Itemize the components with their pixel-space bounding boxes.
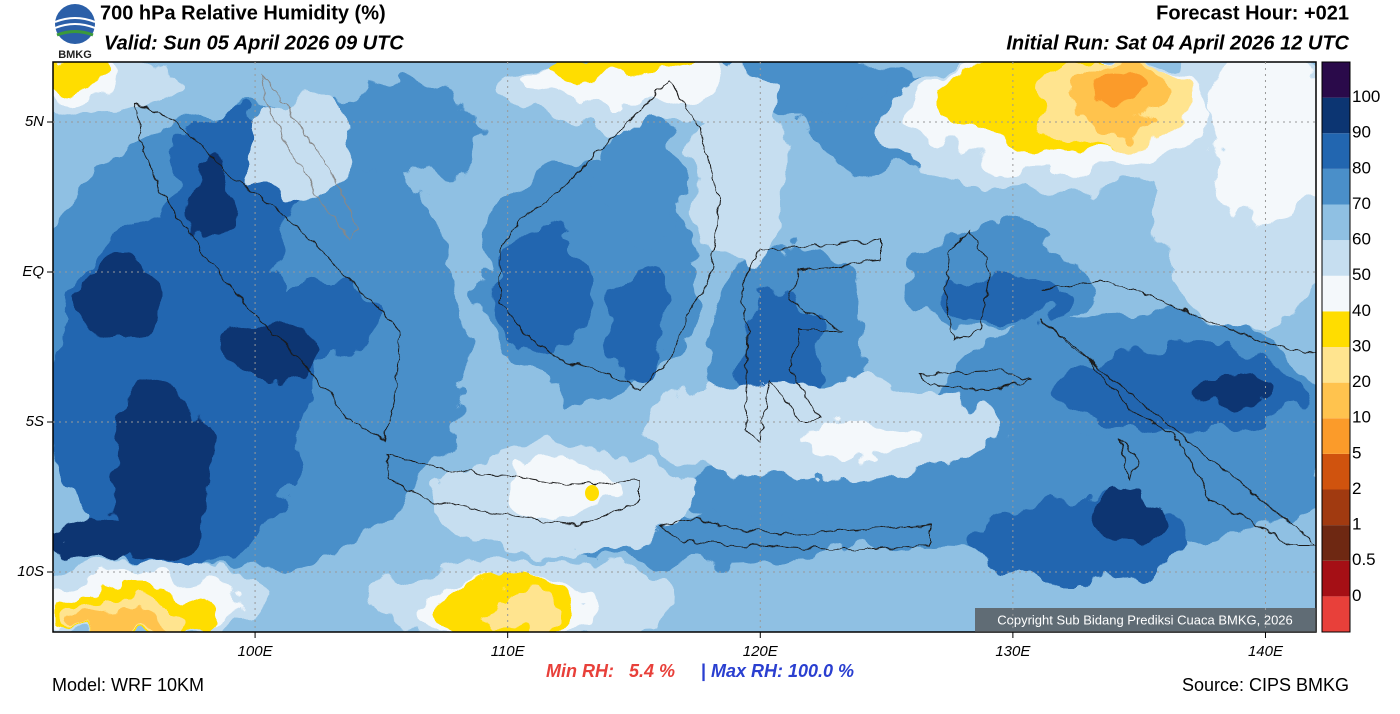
colorbar-frame: [1321, 61, 1351, 633]
initial-run: Initial Run: Sat 04 April 2026 12 UTC: [1006, 32, 1349, 54]
colorbar-segment: [1322, 560, 1350, 597]
copyright: Copyright Sub Bidang Prediksi Cuaca BMKG…: [997, 612, 1293, 627]
colorbar-label: 0.5: [1352, 550, 1376, 569]
colorbar-label: 5: [1352, 443, 1361, 462]
colorbar-label: 30: [1352, 336, 1371, 355]
max-rh: Max RH: 100.0 %: [711, 661, 854, 681]
colorbar-segment: [1322, 596, 1350, 632]
model: Model: WRF 10KM: [52, 675, 204, 695]
colorbar-segment: [1322, 97, 1350, 134]
source: Source: CIPS BMKG: [1182, 675, 1349, 695]
min-rh: Min RH: 5.4 %: [546, 661, 675, 681]
colorbar-label: 0: [1352, 586, 1361, 605]
colorbar-segment: [1322, 489, 1350, 526]
lon-tick-label: 130E: [995, 643, 1031, 660]
lat-tick-label: EQ: [22, 263, 44, 280]
logo: BMKG: [54, 4, 96, 61]
title: 700 hPa Relative Humidity (%): [100, 2, 386, 24]
lon-tick-label: 140E: [1248, 643, 1284, 660]
logo-text: BMKG: [58, 49, 92, 61]
lat-tick-label: 5S: [26, 413, 44, 430]
lon-tick-label: 100E: [238, 643, 274, 660]
colorbar-segment: [1322, 525, 1350, 561]
forecast-hour: Forecast Hour: +021: [1156, 2, 1349, 24]
colorbar-label: 20: [1352, 372, 1371, 391]
colorbar-label: 2: [1352, 479, 1361, 498]
colorbar-label: 70: [1352, 194, 1371, 213]
valid-time: Valid: Sun 05 April 2026 09 UTC: [104, 32, 404, 54]
colorbar-label: 100: [1352, 87, 1380, 106]
colorbar-label: 40: [1352, 301, 1371, 320]
lon-tick-label: 110E: [491, 643, 526, 660]
colorbar-segment: [1322, 311, 1350, 347]
colorbar-segment: [1322, 382, 1350, 419]
colorbar-segment: [1322, 133, 1350, 169]
coastlines: [135, 73, 1316, 551]
lat-tick-label: 5N: [25, 113, 44, 130]
colorbar-label: 50: [1352, 265, 1371, 284]
colorbar-segment: [1322, 168, 1350, 205]
colorbar-segment: [1322, 418, 1350, 454]
colorbar-label: 90: [1352, 123, 1371, 142]
colorbar-segment: [1322, 453, 1350, 490]
colorbar-segment: [1322, 204, 1350, 241]
lon-tick-label: 120E: [743, 643, 779, 660]
copyright-box: [975, 608, 1316, 632]
map-frame: [52, 61, 1317, 633]
colorbar-label: 80: [1352, 158, 1371, 177]
colorbar-label: 10: [1352, 408, 1371, 427]
colorbar: 0 0.5 1 2 5 10 20 30 40 50 60 70 80 90 100: [1321, 61, 1380, 633]
lat-tick-label: 10S: [17, 563, 44, 580]
colorbar-label: 60: [1352, 230, 1371, 249]
colorbar-segment: [1322, 275, 1350, 312]
ticks: 100E 110E 120E 130E 140E 5N EQ 5S 10S: [17, 62, 1316, 660]
colorbar-label: 1: [1352, 515, 1361, 534]
separator: |: [701, 661, 706, 681]
colorbar-segment: [1322, 347, 1350, 383]
colorbar-segment: [1322, 62, 1350, 98]
colorbar-segment: [1322, 240, 1350, 276]
